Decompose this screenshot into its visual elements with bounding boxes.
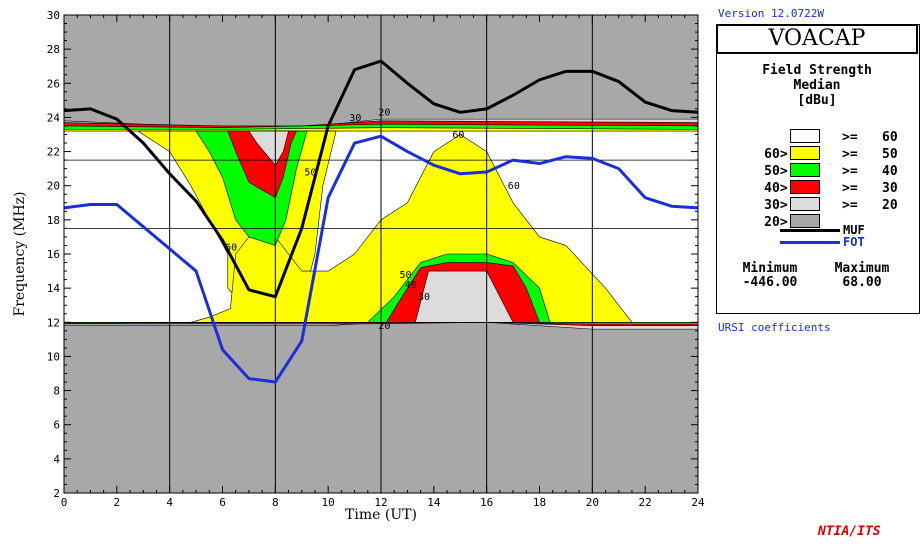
ursi-coefficients-label: URSI coefficients (718, 321, 831, 334)
legend-prefix: 60> (764, 147, 788, 162)
x-tick-label: 10 (322, 496, 335, 509)
x-tick-label: 6 (219, 496, 226, 509)
maximum-value: 68.00 (842, 275, 882, 290)
legend-row-20: 30> >= 20 (730, 182, 898, 213)
y-tick-label: 8 (53, 385, 60, 398)
legend-title-line-2: Median (793, 78, 841, 93)
legend-value: 20 (882, 198, 898, 213)
legend-prefix: 50> (764, 164, 788, 179)
legend-title-line-3: [dBu] (797, 93, 837, 108)
legend-value: 60 (882, 130, 898, 145)
x-tick-label: 12 (374, 496, 387, 509)
legend-swatch-lightgray (789, 197, 820, 211)
legend-swatch-red (789, 180, 820, 194)
y-tick-label: 20 (47, 180, 60, 193)
min-max-values: Minimum Maximum -446.00 68.00 (724, 262, 914, 290)
legend-muf: MUF (780, 224, 865, 236)
series-fot-line (63, 134, 699, 384)
legend-swatch-white (789, 129, 820, 143)
minimum-label: Minimum (742, 261, 798, 276)
contour-label: 40 (405, 280, 417, 291)
x-tick-label: 14 (427, 496, 441, 509)
legend-ge: >= (842, 181, 858, 196)
contour-label: 20 (378, 321, 390, 332)
legend-swatch-green (789, 163, 820, 177)
guide-lines (64, 15, 698, 493)
y-axis-label: Frequency (MHz) (12, 191, 28, 316)
legend-prefix: 30> (764, 198, 788, 213)
legend-fot: FOT (780, 236, 865, 248)
y-tick-label: 28 (47, 43, 60, 56)
muf-label: MUF (843, 223, 865, 237)
x-tick-label: 8 (272, 496, 279, 509)
legend-value: 50 (882, 147, 898, 162)
x-tick-label: 22 (639, 496, 652, 509)
x-tick-label: 0 (61, 496, 68, 509)
contour-label: 60 (508, 181, 520, 192)
legend-value: 30 (882, 181, 898, 196)
y-tick-label: 22 (47, 146, 60, 159)
y-tick-label: 24 (47, 111, 61, 124)
x-tick-label: 24 (691, 496, 705, 509)
app-title: VOACAP (716, 24, 918, 54)
legend-ge: >= (842, 147, 858, 162)
y-tick-label: 2 (53, 487, 60, 500)
legend-prefix: 40> (764, 181, 788, 196)
y-tick-label: 26 (47, 77, 60, 90)
y-tick-label: 30 (47, 9, 60, 22)
fot-line-swatch (780, 241, 840, 244)
minimum-value: -446.00 (742, 275, 798, 290)
y-tick-label: 10 (47, 350, 60, 363)
region-9 (248, 130, 289, 166)
frequency-curves (63, 59, 699, 384)
legend-row-50: 60> >= 50 (730, 131, 898, 162)
legend-title: Field Strength Median [dBu] (716, 63, 918, 108)
x-tick-label: 4 (166, 496, 173, 509)
legend-row-30: 40> >= 30 (730, 165, 898, 196)
y-tick-label: 14 (47, 282, 61, 295)
x-tick-label: 18 (533, 496, 546, 509)
x-axis-label: Time (UT) (345, 507, 417, 523)
legend-swatch-gray (789, 214, 820, 228)
y-tick-label: 12 (47, 316, 60, 329)
version-label: Version 12.0722W (718, 7, 824, 20)
y-tick-label: 4 (53, 453, 60, 466)
ntia-its-label: NTIA/ITS (818, 524, 881, 539)
legend-ge: >= (842, 130, 858, 145)
maximum-label: Maximum (834, 261, 890, 276)
legend-ge: >= (842, 198, 858, 213)
y-tick-label: 6 (53, 419, 60, 432)
contour-label: 60 (452, 130, 464, 141)
legend-prefix: 20> (764, 215, 788, 230)
legend-row-60: >= 60 (730, 114, 898, 145)
y-tick-label: 18 (47, 214, 60, 227)
series-muf-line (63, 59, 699, 299)
contour-label: 30 (418, 292, 430, 303)
contour-label: 30 (349, 113, 361, 124)
fot-label: FOT (843, 235, 865, 249)
muf-line-swatch (780, 229, 840, 232)
contour-label: 50 (304, 167, 316, 178)
contour-label: 60 (225, 243, 237, 254)
x-tick-label: 20 (586, 496, 599, 509)
x-tick-label: 16 (480, 496, 493, 509)
legend-row-below-20: 20> (730, 199, 820, 230)
legend-row-40: 50> >= 40 (730, 148, 898, 179)
contour-label: 50 (399, 270, 411, 281)
legend-value: 40 (882, 164, 898, 179)
legend-swatch-yellow (789, 146, 820, 160)
x-tick-label: 2 (114, 496, 121, 509)
legend-title-line-1: Field Strength (762, 63, 872, 78)
legend-ge: >= (842, 164, 858, 179)
y-tick-label: 16 (47, 248, 60, 261)
contour-label: 20 (378, 108, 390, 119)
